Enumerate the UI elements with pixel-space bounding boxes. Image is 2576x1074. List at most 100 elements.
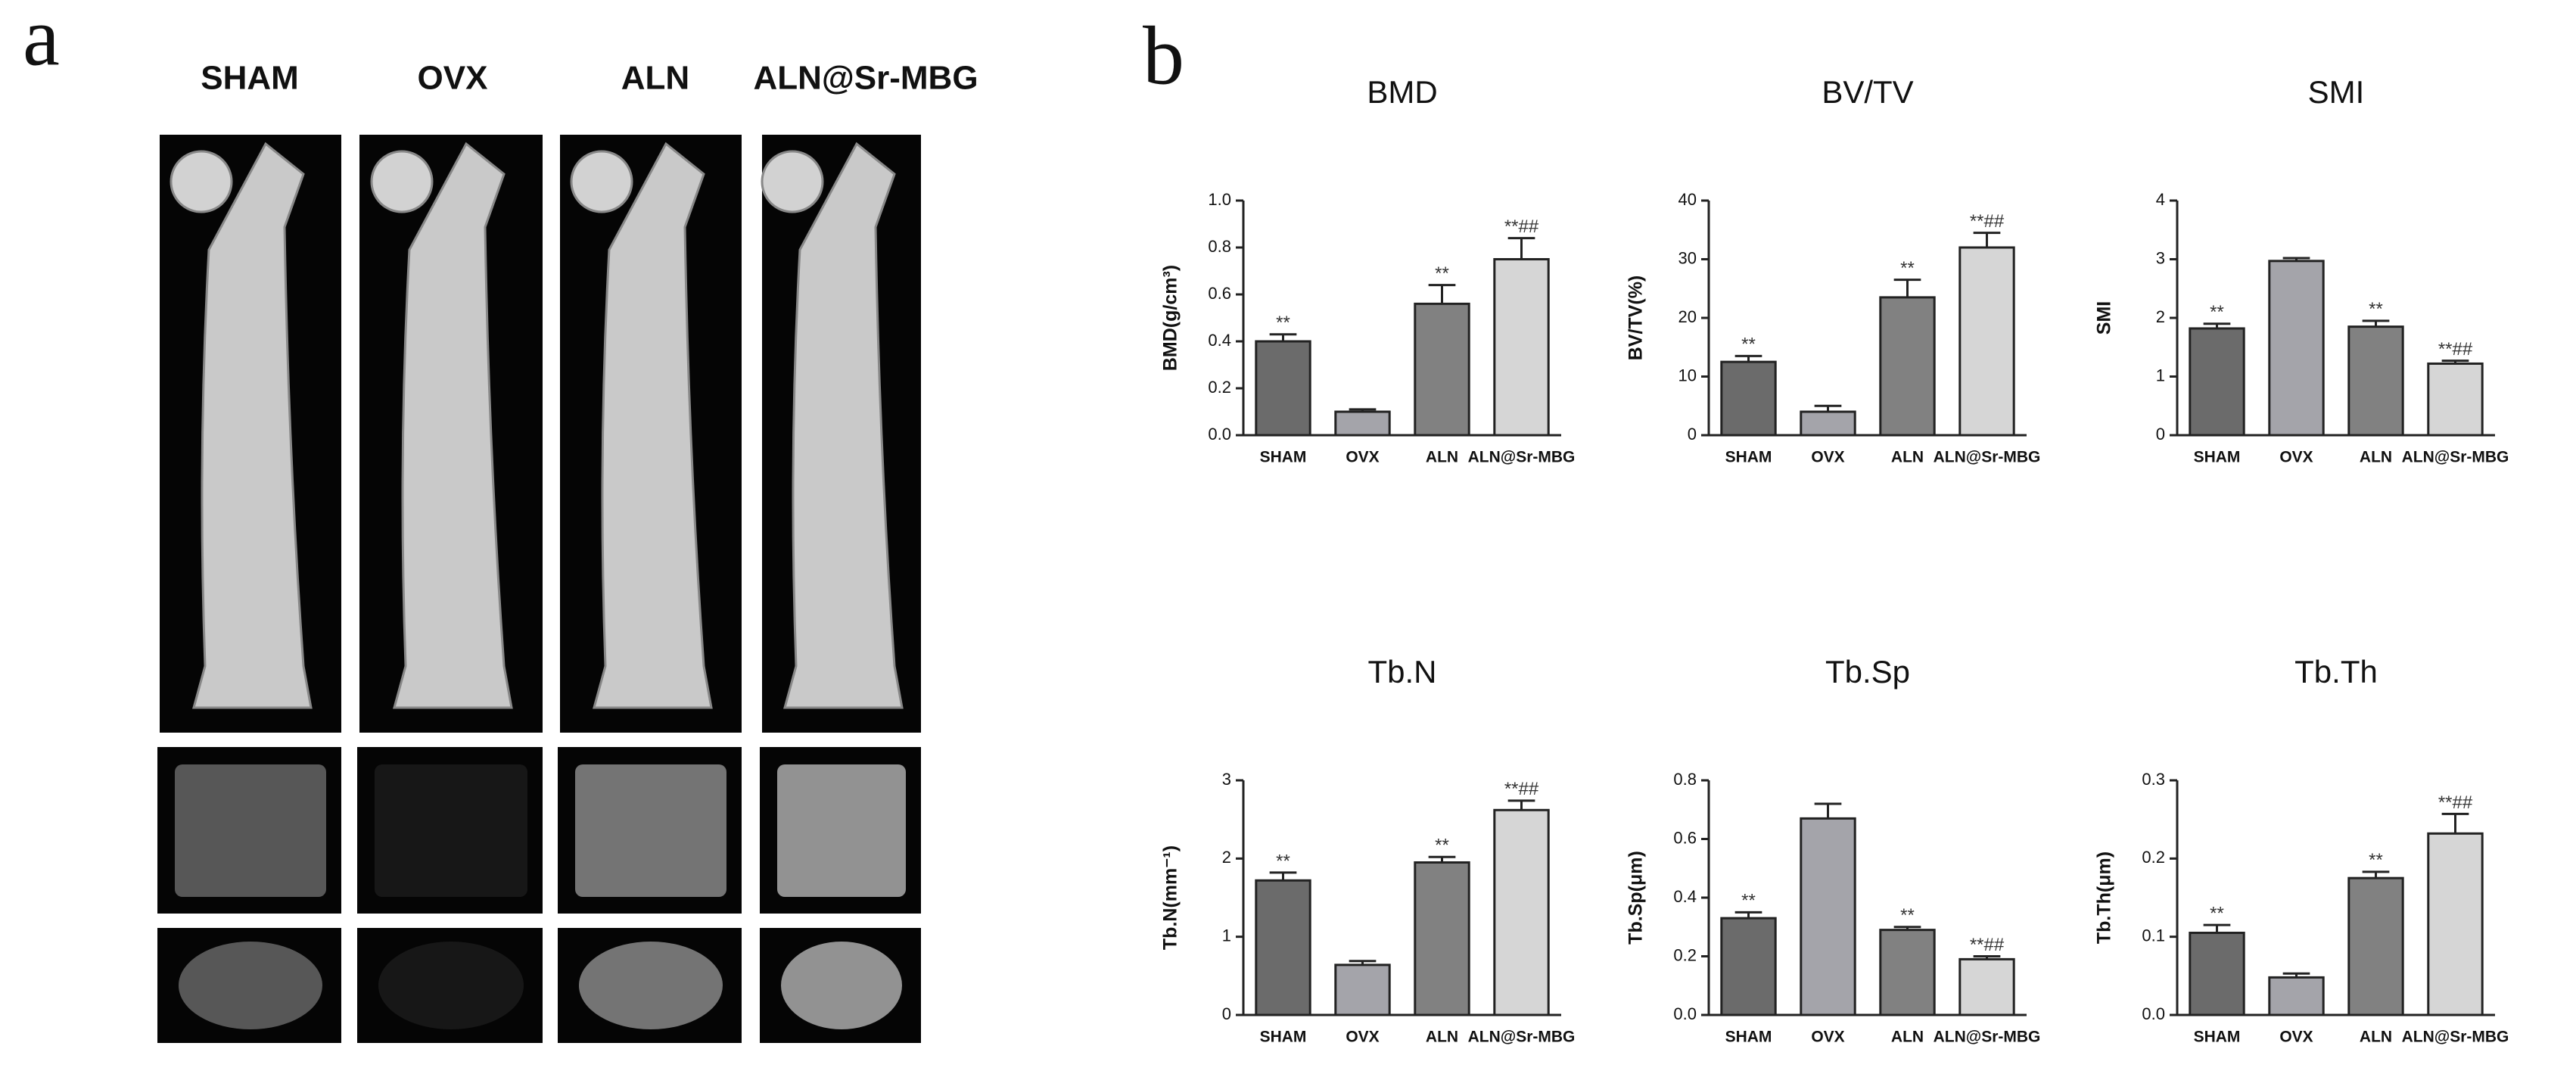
image-header: ALN <box>621 60 689 97</box>
x-tick-label: ALN@Sr-MBG <box>2402 1029 2509 1046</box>
bar <box>1334 410 1391 437</box>
error-bar <box>1893 279 1921 297</box>
error-bar <box>1814 802 1842 819</box>
ct-image <box>357 747 543 914</box>
bone <box>783 142 904 709</box>
chart-title: Tb.Sp <box>1825 654 1910 690</box>
significance-label: ** <box>2210 302 2224 322</box>
y-tick-label: 0.8 <box>1208 237 1231 256</box>
significance-label: **## <box>1970 211 2005 232</box>
bar <box>1958 246 2015 437</box>
bar <box>1334 963 1391 1016</box>
significance-label: ** <box>2369 299 2383 319</box>
bar <box>1720 360 1777 437</box>
y-tick-label: 40 <box>1678 190 1697 209</box>
error-bar <box>1507 799 1535 811</box>
x-tick-label: SHAM <box>1260 1029 1307 1046</box>
significance-label: ** <box>1435 836 1449 856</box>
bar <box>1255 340 1311 437</box>
bar <box>2347 325 2404 437</box>
y-tick-label: 1.0 <box>1208 190 1231 209</box>
x-tick-label: SHAM <box>1725 1029 1772 1046</box>
error-bar <box>1734 911 1762 919</box>
significance-label: ** <box>1435 263 1449 284</box>
y-tick-label: 10 <box>1678 366 1697 384</box>
error-bar <box>1893 926 1921 930</box>
y-tick-label: 0.0 <box>1673 1004 1697 1023</box>
bar <box>2427 362 2484 437</box>
chart-title: Tb.Th <box>2294 654 2378 690</box>
image-header: ALN@Sr-MBG <box>753 60 978 97</box>
x-tick-label: ALN <box>1426 449 1458 466</box>
error-bar <box>1269 871 1297 881</box>
bone <box>393 142 513 709</box>
x-tick-label: SHAM <box>2194 449 2241 466</box>
error-bar <box>1428 284 1456 304</box>
error-bar <box>1973 232 2001 247</box>
y-tick-label: 1 <box>1222 926 1231 945</box>
error-bar <box>1814 404 1842 412</box>
significance-label: **## <box>2438 339 2473 360</box>
significance-label: ** <box>1276 851 1290 871</box>
error-bar <box>1349 960 1377 965</box>
bar <box>1800 410 1856 437</box>
bar <box>2268 260 2325 437</box>
error-bar <box>2203 322 2231 328</box>
y-tick-label: 0.0 <box>1208 425 1231 444</box>
y-tick-label: 30 <box>1678 248 1697 267</box>
y-axis-label: Tb.Th(μm) <box>2094 851 2115 944</box>
x-tick-label: OVX <box>2279 449 2313 466</box>
x-tick-label: OVX <box>1346 449 1379 466</box>
trabecular <box>179 942 322 1029</box>
trabecular <box>175 764 326 897</box>
bar <box>1414 861 1470 1016</box>
y-tick-label: 2 <box>2156 307 2165 326</box>
y-tick-label: 1 <box>2156 366 2165 384</box>
x-tick-label: OVX <box>1346 1029 1379 1046</box>
x-tick-label: ALN <box>2360 1029 2392 1046</box>
panel-label: b <box>1143 9 1184 101</box>
significance-label: ** <box>2210 904 2224 924</box>
error-bar <box>2282 257 2310 261</box>
y-tick-label: 0.8 <box>1673 770 1697 789</box>
significance-label: **## <box>1970 935 2005 955</box>
error-bar <box>1269 333 1297 341</box>
y-tick-label: 0.2 <box>1673 945 1697 964</box>
image-header: OVX <box>418 60 488 97</box>
bone <box>192 142 313 709</box>
bone-head <box>761 150 824 213</box>
trabecular <box>575 764 726 897</box>
bar <box>1879 929 1936 1016</box>
x-tick-label: SHAM <box>2194 1029 2241 1046</box>
bar <box>1414 302 1470 437</box>
bar <box>1493 258 1550 437</box>
trabecular <box>579 942 723 1029</box>
x-tick-label: ALN@Sr-MBG <box>1468 1029 1576 1046</box>
error-bar <box>2362 319 2390 327</box>
x-tick-label: OVX <box>2279 1029 2313 1046</box>
error-bar <box>1428 855 1456 863</box>
significance-label: ** <box>1276 313 1290 333</box>
bone-head <box>570 150 633 213</box>
y-axis-label: Tb.Sp(μm) <box>1626 851 1647 945</box>
chart-title: BMD <box>1367 74 1437 110</box>
significance-label: ** <box>1741 891 1756 911</box>
x-tick-label: ALN@Sr-MBG <box>1934 1029 2041 1046</box>
chart-title: BV/TV <box>1822 74 1913 110</box>
y-axis-label: Tb.N(mm⁻¹) <box>1160 845 1181 950</box>
chart-title: Tb.N <box>1367 654 1436 690</box>
panel-label: a <box>23 0 60 82</box>
bone-head <box>170 150 233 213</box>
x-tick-label: ALN <box>2360 449 2392 466</box>
significance-label: ** <box>1741 335 1756 355</box>
x-tick-label: ALN <box>1891 449 1924 466</box>
y-tick-label: 0.6 <box>1673 828 1697 847</box>
error-bar <box>2441 360 2469 364</box>
bar <box>2189 932 2245 1016</box>
y-tick-label: 0.2 <box>1208 378 1231 397</box>
y-tick-label: 0.4 <box>1208 331 1231 350</box>
y-tick-label: 0.0 <box>2142 1004 2165 1023</box>
y-tick-label: 0.2 <box>2142 848 2165 867</box>
y-tick-label: 0.6 <box>1208 284 1231 303</box>
